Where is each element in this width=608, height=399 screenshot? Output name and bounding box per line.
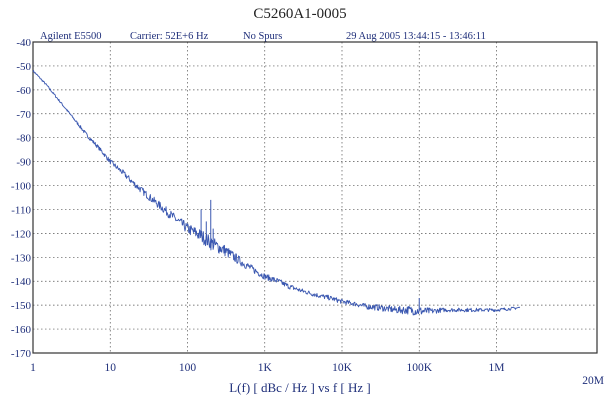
phase-noise-trace xyxy=(32,70,521,316)
plot-frame xyxy=(32,41,598,354)
header-carrier: Carrier: 52E+6 Hz xyxy=(130,31,209,42)
y-tick-label: -140 xyxy=(11,276,32,288)
y-tick-label: -130 xyxy=(11,252,32,264)
x-tick-labels: 1 10 100 1K 10K 100K 1M 20M xyxy=(30,362,604,387)
y-tick-label: -110 xyxy=(11,204,31,216)
y-tick-label: -120 xyxy=(11,228,32,240)
y-tick-label: -60 xyxy=(16,85,31,97)
y-tick-label: -40 xyxy=(16,37,31,49)
x-axis-label: L(f) [ dBc / Hz ] vs f [ Hz ] xyxy=(229,380,371,395)
header-instrument: Agilent E5500 xyxy=(40,31,102,42)
trace-group xyxy=(32,70,521,316)
y-tick-label: -150 xyxy=(11,300,32,312)
y-tick-label: -80 xyxy=(16,133,31,145)
x-tick-label: 1 xyxy=(30,362,36,374)
y-tick-label: -50 xyxy=(16,61,31,73)
chart-title: C5260A1-0005 xyxy=(253,6,346,22)
x-tick-label: 10K xyxy=(332,362,353,374)
y-tick-label: -70 xyxy=(16,109,31,121)
x-tick-label: 1K xyxy=(258,362,273,374)
y-tick-labels: -40 -50 -60 -70 -80 -90 -100 -110 -120 -130 -140 -1… xyxy=(11,37,32,360)
y-tick-label: -90 xyxy=(16,157,31,169)
x-tick-label: 20M xyxy=(582,375,604,387)
x-tick-label: 10 xyxy=(104,362,116,374)
header-spurs: No Spurs xyxy=(243,31,282,42)
x-tick-label: 1M xyxy=(489,362,505,374)
header-timestamp: 29 Aug 2005 13:44:15 - 13:46:11 xyxy=(346,31,486,42)
x-tick-label: 100K xyxy=(406,362,432,374)
y-tick-label: -160 xyxy=(11,324,32,336)
y-tick-label: -100 xyxy=(11,181,32,193)
grid xyxy=(33,42,597,353)
x-tick-label: 100 xyxy=(179,362,197,374)
y-tick-label: -170 xyxy=(11,348,32,360)
